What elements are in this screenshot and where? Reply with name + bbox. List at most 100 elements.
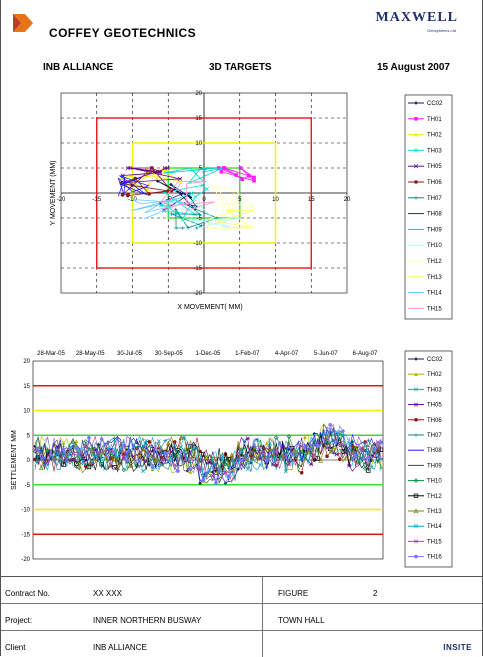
series-point-cc02	[188, 195, 193, 200]
series-point-th15	[337, 442, 342, 447]
series-point-th05	[347, 463, 352, 468]
series-point-th15	[71, 452, 76, 457]
series-point-th13	[77, 463, 82, 469]
series-point-th10	[83, 439, 89, 444]
legend-label: TH13	[427, 509, 442, 515]
legend-marker	[414, 357, 418, 361]
series-point-th12	[86, 464, 92, 470]
series-point-th15	[286, 462, 291, 467]
y-tick-label: -20	[21, 557, 30, 563]
x-tick-label: 15	[308, 197, 315, 203]
series-point-th10	[286, 434, 292, 439]
legend-marker	[414, 101, 418, 105]
series-point-th16	[176, 469, 180, 473]
x-tick-label: 28-May-05	[76, 351, 105, 357]
series-line-th16	[34, 423, 382, 485]
series-point-th02	[112, 458, 117, 462]
legend: CC02 TH02 TH03 TH05 TH06 TH07 TH08 TH09 TH10 TH12…	[404, 350, 453, 568]
series-point-th14	[194, 445, 199, 450]
series-point-th06	[249, 454, 253, 458]
limit-square-red	[96, 117, 312, 269]
series-point-th16	[328, 423, 333, 427]
legend-marker	[413, 508, 419, 514]
series-point-th12	[315, 456, 320, 461]
series-point-th14	[55, 451, 60, 456]
series-point-th16	[112, 450, 117, 455]
series-trail-th14	[131, 197, 186, 220]
series-point-th13	[191, 453, 197, 459]
series-point-th06	[83, 464, 88, 468]
series-point-th16	[290, 452, 294, 457]
series-point-th06	[337, 457, 342, 462]
y-tick-label: -10	[21, 508, 30, 514]
series-point-th01	[252, 175, 256, 180]
series-point-th06	[299, 470, 304, 475]
legend-marker	[413, 387, 419, 392]
x-tick-label: 5	[238, 197, 242, 203]
series-point-th06	[126, 193, 130, 198]
y-tick-label: 5	[27, 433, 31, 439]
series-line-th14	[34, 429, 382, 479]
series-point-th05	[309, 462, 314, 467]
figure-value: 2	[373, 589, 378, 598]
x-tick-label: 30-Sep-05	[155, 351, 184, 357]
legend-box	[404, 94, 453, 320]
series-point-th12	[201, 452, 206, 457]
series-point-th16	[341, 429, 345, 433]
legend-label: TH10	[427, 243, 442, 249]
series-point-th16	[239, 458, 244, 463]
series-point-th14	[220, 454, 225, 459]
series-point-th07	[173, 207, 178, 212]
y-tick-label: -15	[21, 532, 30, 538]
series-point-th13	[89, 447, 95, 453]
series-point-th10	[121, 467, 127, 473]
report-chart-label: 3D TARGETS	[209, 62, 272, 73]
series-point-th13	[38, 465, 44, 470]
figure-label: FIGURE	[278, 589, 309, 598]
series-point-th05	[128, 165, 133, 171]
series-point-th02	[155, 176, 160, 181]
series-point-th02	[178, 179, 182, 183]
series-point-th02	[150, 467, 155, 472]
series-point-th07	[174, 226, 178, 230]
legend-label: TH05	[427, 403, 442, 409]
series-point-th01	[247, 173, 251, 178]
y-tick-label: -15	[193, 266, 202, 272]
series-point-th12	[74, 461, 79, 466]
settlement-chart: 28-Mar-05 28-May-05 30-Jul-05 30-Sep-05 1-De…	[11, 350, 453, 568]
series-point-th10	[273, 435, 279, 440]
y-tick-label: -5	[197, 216, 203, 222]
legend-marker	[414, 433, 418, 437]
series-point-th13	[369, 446, 374, 452]
series-point-th14	[245, 466, 250, 471]
series-point-th12	[226, 457, 231, 462]
series-point-th13	[102, 449, 108, 454]
series-point-th13	[153, 457, 158, 463]
series-point-th03	[193, 194, 198, 199]
series-point-th05	[162, 165, 167, 171]
legend-marker	[413, 148, 419, 153]
series-point-cc02	[155, 179, 160, 183]
series-point-th14	[283, 469, 288, 474]
project-label: Project:	[5, 616, 33, 625]
series-point-th13	[356, 458, 362, 464]
legend-label: TH03	[427, 148, 442, 154]
legend-box	[404, 350, 453, 568]
series-point-th02	[379, 465, 383, 469]
x-tick-label: -15	[92, 197, 101, 203]
legend-label: TH16	[427, 555, 442, 561]
series-point-th13	[318, 457, 324, 463]
report-client: INB ALLIANCE	[43, 62, 114, 73]
series-trail-th05	[122, 167, 181, 184]
series-line-th15	[34, 423, 382, 484]
series-point-th03	[242, 438, 247, 443]
series-point-th16	[366, 455, 371, 459]
series-point-th14	[144, 438, 149, 443]
series-point-th15	[210, 473, 215, 479]
series-point-th16	[49, 452, 53, 457]
x-tick-label: 1-Feb-07	[235, 351, 260, 357]
series-point-th13	[140, 446, 146, 452]
y-tick-label: 20	[195, 91, 202, 97]
legend-marker	[414, 180, 418, 184]
